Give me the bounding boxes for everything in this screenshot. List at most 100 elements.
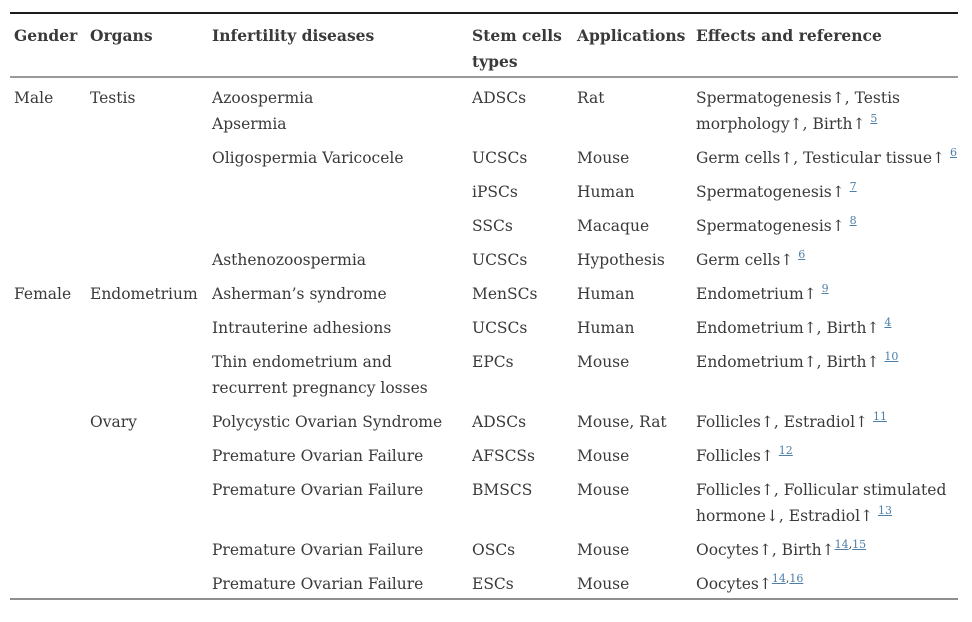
cell-applications: Rat	[577, 77, 696, 138]
cell-effects: Follicles↑ 12	[696, 436, 958, 470]
cell-stem-cells: EPCs	[472, 342, 577, 402]
cell-stem-cells: iPSCs	[472, 172, 577, 206]
column-header-label: Gender	[14, 26, 78, 45]
cell-applications: Mouse	[577, 138, 696, 172]
table-row: Asthenozoospermia UCSCs Hypothesis Germ cel…	[10, 240, 958, 274]
reference-link[interactable]: 10	[884, 349, 899, 363]
reference-group: 10	[884, 350, 898, 363]
cell-applications: Human	[577, 308, 696, 342]
cell-stem-cells: AFSCSs	[472, 436, 577, 470]
cell-line: Human	[577, 319, 635, 337]
cell-line: UCSCs	[472, 149, 528, 167]
cell-diseases: Premature Ovarian Failure	[212, 530, 472, 564]
cell-organs	[90, 436, 212, 470]
cell-organs	[90, 564, 212, 599]
cell-gender	[10, 308, 90, 342]
reference-link[interactable]: 11	[872, 409, 887, 423]
reference-link[interactable]: 4	[884, 315, 892, 329]
cell-diseases: Premature Ovarian Failure	[212, 470, 472, 530]
cell-effects: Endometrium↑, Birth↑ 4	[696, 308, 958, 342]
cell-applications: Mouse	[577, 436, 696, 470]
reference-group: 8	[850, 214, 857, 227]
cell-line: Rat	[577, 89, 605, 107]
cell-gender	[10, 402, 90, 436]
reference-link[interactable]: 5	[870, 111, 878, 125]
cell-line: Follicles↑, Estradiol↑ 11	[696, 409, 887, 431]
cell-gender	[10, 206, 90, 240]
cell-applications: Mouse, Rat	[577, 402, 696, 436]
cell-line: Female	[14, 285, 72, 303]
cell-line: Human	[577, 285, 635, 303]
cell-line: Germ cells↑, Testicular tissue↑ 6	[696, 145, 957, 167]
cell-effects: Spermatogenesis↑ 8	[696, 206, 958, 240]
cell-line: Mouse	[577, 447, 630, 465]
reference-link[interactable]: 14	[834, 537, 849, 551]
cell-line: Premature Ovarian Failure	[212, 481, 424, 499]
cell-diseases: Thin endometrium and recurrent pregnancy …	[212, 342, 472, 402]
cell-line: EPCs	[472, 353, 514, 371]
cell-line: AFSCSs	[472, 447, 535, 465]
table-row: Thin endometrium and recurrent pregnancy …	[10, 342, 958, 402]
cell-line: MenSCs	[472, 285, 538, 303]
cell-stem-cells: MenSCs	[472, 274, 577, 308]
cell-stem-cells: UCSCs	[472, 138, 577, 172]
table-row: Female Endometrium Asherman’s syndrome MenS…	[10, 274, 958, 308]
cell-diseases: Intrauterine adhesions	[212, 308, 472, 342]
cell-line: OSCs	[472, 541, 516, 559]
cell-organs	[90, 470, 212, 530]
reference-link[interactable]: 16	[789, 571, 804, 585]
cell-line: Hypothesis	[577, 251, 665, 269]
reference-link[interactable]: 13	[877, 503, 892, 517]
cell-line: SSCs	[472, 217, 513, 235]
reference-link[interactable]: 7	[849, 179, 857, 193]
cell-gender: Male	[10, 77, 90, 138]
header-row: Gender Organs Infertility diseases Stem …	[10, 12, 958, 78]
cell-effects: Follicles↑, Estradiol↑ 11	[696, 402, 958, 436]
cell-effects: Germ cells↑ 6	[696, 240, 958, 274]
cell-line: Mouse	[577, 481, 630, 499]
cell-organs	[90, 342, 212, 402]
cell-diseases	[212, 172, 472, 206]
cell-gender	[10, 172, 90, 206]
reference-group: 7	[850, 180, 857, 193]
column-header-effects: Effects and reference	[696, 12, 958, 78]
cell-diseases: Premature Ovarian Failure	[212, 564, 472, 599]
reference-group: 4	[884, 316, 891, 329]
reference-group: 14,16	[771, 571, 804, 585]
table-row: iPSCs Human Spermatogenesis↑ 7	[10, 172, 958, 206]
reference-group: 9	[822, 282, 829, 295]
cell-line: Follicles↑, Follicular stimulated	[696, 481, 947, 499]
cell-gender	[10, 342, 90, 402]
cell-stem-cells: ESCs	[472, 564, 577, 599]
table-row: Ovary Polycystic Ovarian Syndrome ADSCs Mou…	[10, 402, 958, 436]
cell-gender	[10, 564, 90, 599]
cell-line: Spermatogenesis↑ 8	[696, 213, 857, 235]
cell-line: UCSCs	[472, 319, 528, 337]
cell-line: Thin endometrium and	[212, 353, 392, 371]
column-header-label: Effects and reference	[696, 26, 882, 45]
cell-line: Mouse	[577, 541, 630, 559]
reference-link[interactable]: 8	[849, 213, 857, 227]
cell-line: morphology↑, Birth↑ 5	[696, 111, 878, 133]
cell-line: Human	[577, 183, 635, 201]
reference-link[interactable]: 15	[852, 537, 867, 551]
cell-diseases: Azoospermia Apsermia	[212, 77, 472, 138]
reference-link[interactable]: 9	[821, 281, 829, 295]
reference-group: 6	[798, 248, 805, 261]
stem-cell-table: Gender Organs Infertility diseases Stem …	[10, 12, 958, 600]
cell-organs	[90, 206, 212, 240]
cell-effects: Oocytes↑14,16	[696, 564, 958, 599]
cell-line: Apsermia	[212, 115, 287, 133]
reference-link[interactable]: 12	[778, 443, 793, 457]
cell-diseases: Polycystic Ovarian Syndrome	[212, 402, 472, 436]
reference-link[interactable]: 6	[798, 247, 806, 261]
reference-link[interactable]: 14	[771, 571, 786, 585]
column-header-label: Stem cells	[472, 26, 562, 45]
cell-line: Oocytes↑, Birth↑14,15	[696, 537, 867, 559]
table-row: Premature Ovarian Failure OSCs Mouse Oocyte…	[10, 530, 958, 564]
reference-group: 6	[950, 146, 957, 159]
cell-line: Mouse	[577, 575, 630, 593]
table-row: Premature Ovarian Failure BMSCS Mouse Folli…	[10, 470, 958, 530]
table-body: Male Testis Azoospermia Apsermia ADSCs Rat Spe…	[10, 77, 958, 599]
reference-link[interactable]: 6	[949, 145, 957, 159]
